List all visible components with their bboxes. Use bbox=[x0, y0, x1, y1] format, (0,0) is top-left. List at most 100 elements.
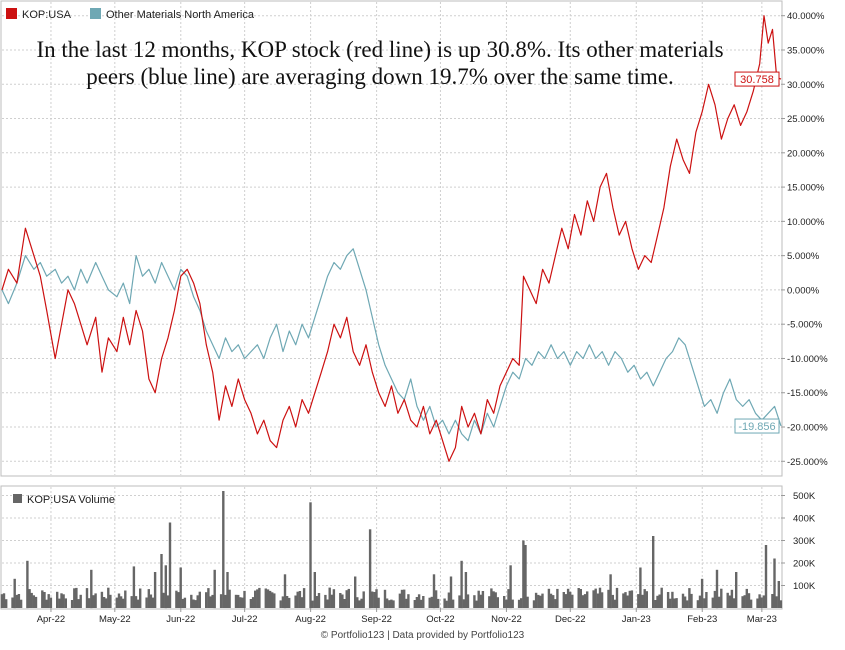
volume-bar bbox=[102, 597, 106, 608]
volume-bar bbox=[539, 595, 542, 608]
volume-bar bbox=[577, 588, 580, 608]
volume-bar bbox=[720, 588, 723, 608]
x-tick-label: Jul-22 bbox=[232, 614, 258, 625]
volume-bar bbox=[743, 595, 746, 608]
volume-bar bbox=[434, 590, 438, 608]
volume-bar bbox=[654, 600, 657, 608]
volume-bar bbox=[283, 574, 287, 609]
volume-bar bbox=[447, 592, 451, 608]
volume-bar bbox=[311, 600, 314, 608]
volume-bar bbox=[639, 567, 642, 608]
volume-bar bbox=[705, 592, 708, 608]
price-y-tick-label: 20.000% bbox=[787, 148, 825, 159]
volume-bar bbox=[124, 590, 127, 608]
volume-bar bbox=[13, 578, 16, 609]
volume-bar bbox=[777, 581, 780, 608]
volume-bar bbox=[175, 590, 178, 608]
volume-y-tick-label: 400K bbox=[793, 514, 816, 525]
volume-bar bbox=[728, 595, 731, 608]
footer-credit: © Portfolio123 | Data provided by Portfo… bbox=[320, 630, 525, 641]
volume-bar bbox=[613, 599, 617, 608]
price-legend: KOP:USA Other Materials North America bbox=[6, 8, 255, 21]
volume-bar bbox=[741, 596, 744, 608]
volume-bar bbox=[713, 590, 717, 608]
x-tick-label: Mar-23 bbox=[747, 614, 777, 625]
volume-bar bbox=[17, 594, 21, 608]
volume-bar bbox=[11, 597, 14, 608]
volume-bar bbox=[281, 596, 285, 608]
last-value-tag-label: -19.856 bbox=[738, 421, 775, 433]
volume-bar bbox=[122, 598, 125, 608]
volume-bar bbox=[85, 588, 89, 608]
price-y-tick-label: -10.000% bbox=[787, 354, 828, 365]
price-y-tick-label: 10.000% bbox=[787, 217, 825, 228]
volume-bar bbox=[254, 590, 257, 608]
volume-bar bbox=[735, 572, 738, 608]
volume-bar bbox=[117, 593, 121, 608]
volume-bar bbox=[686, 600, 689, 608]
volume-bar bbox=[119, 596, 123, 608]
volume-bar bbox=[383, 589, 387, 608]
volume-bar bbox=[239, 597, 242, 608]
volume-bar bbox=[237, 594, 240, 608]
volume-bar bbox=[385, 598, 389, 608]
volume-bar bbox=[422, 596, 425, 608]
volume-bar bbox=[332, 589, 336, 608]
volume-bar bbox=[688, 588, 691, 608]
volume-bar bbox=[88, 598, 91, 608]
volume-bar bbox=[5, 599, 8, 608]
volume-bar bbox=[43, 592, 46, 608]
volume-bar bbox=[328, 587, 331, 608]
volume-bar bbox=[392, 600, 395, 608]
volume-legend: KOP:USA Volume bbox=[13, 494, 115, 506]
volume-bar bbox=[779, 600, 783, 608]
volume-bar bbox=[630, 590, 634, 608]
volume-bar bbox=[490, 588, 493, 608]
volume-bar bbox=[164, 565, 167, 609]
volume-bar bbox=[641, 594, 644, 608]
volume-bar bbox=[428, 597, 431, 608]
volume-bar bbox=[315, 596, 319, 608]
volume-bar bbox=[313, 572, 316, 608]
volume-bar bbox=[70, 600, 74, 608]
volume-bar bbox=[703, 598, 706, 608]
volume-y-tick-label: 100K bbox=[793, 581, 816, 592]
volume-bar bbox=[266, 589, 270, 608]
volume-bar bbox=[503, 596, 506, 608]
volume-bar bbox=[360, 598, 363, 608]
volume-bar bbox=[224, 594, 227, 608]
volume-bar bbox=[377, 597, 380, 608]
x-tick-label: Aug-22 bbox=[295, 614, 326, 625]
volume-bar bbox=[368, 529, 372, 609]
volume-bar bbox=[362, 591, 365, 608]
volume-bar bbox=[449, 576, 453, 608]
volume-bar bbox=[407, 594, 410, 608]
x-tick-label: May-22 bbox=[99, 614, 131, 625]
volume-bar bbox=[522, 540, 525, 608]
volume-bar bbox=[324, 594, 327, 608]
volume-bar bbox=[718, 596, 721, 608]
chart-annotation: In the last 12 months, KOP stock (red li… bbox=[36, 37, 724, 89]
volume-bar bbox=[192, 599, 195, 608]
volume-bar bbox=[496, 597, 499, 608]
price-y-tick-label: -5.000% bbox=[787, 320, 823, 331]
volume-bar bbox=[388, 600, 391, 608]
volume-bar bbox=[466, 594, 470, 608]
volume-bar bbox=[760, 597, 763, 608]
volume-bar bbox=[696, 600, 700, 608]
volume-bar bbox=[209, 596, 212, 608]
volume-bar bbox=[49, 597, 53, 608]
volume-bar bbox=[45, 599, 48, 608]
volume-bar bbox=[15, 594, 18, 608]
volume-bar bbox=[417, 594, 421, 608]
volume-bar bbox=[241, 597, 244, 608]
volume-bar bbox=[107, 587, 110, 608]
volume-bar bbox=[749, 599, 753, 608]
volume-bar bbox=[30, 592, 33, 608]
volume-bar bbox=[73, 588, 76, 608]
volume-bar bbox=[130, 596, 133, 608]
volume-bar bbox=[147, 589, 150, 608]
volume-bar bbox=[343, 599, 346, 608]
volume-bar bbox=[715, 569, 719, 609]
volume-bar bbox=[437, 598, 440, 608]
